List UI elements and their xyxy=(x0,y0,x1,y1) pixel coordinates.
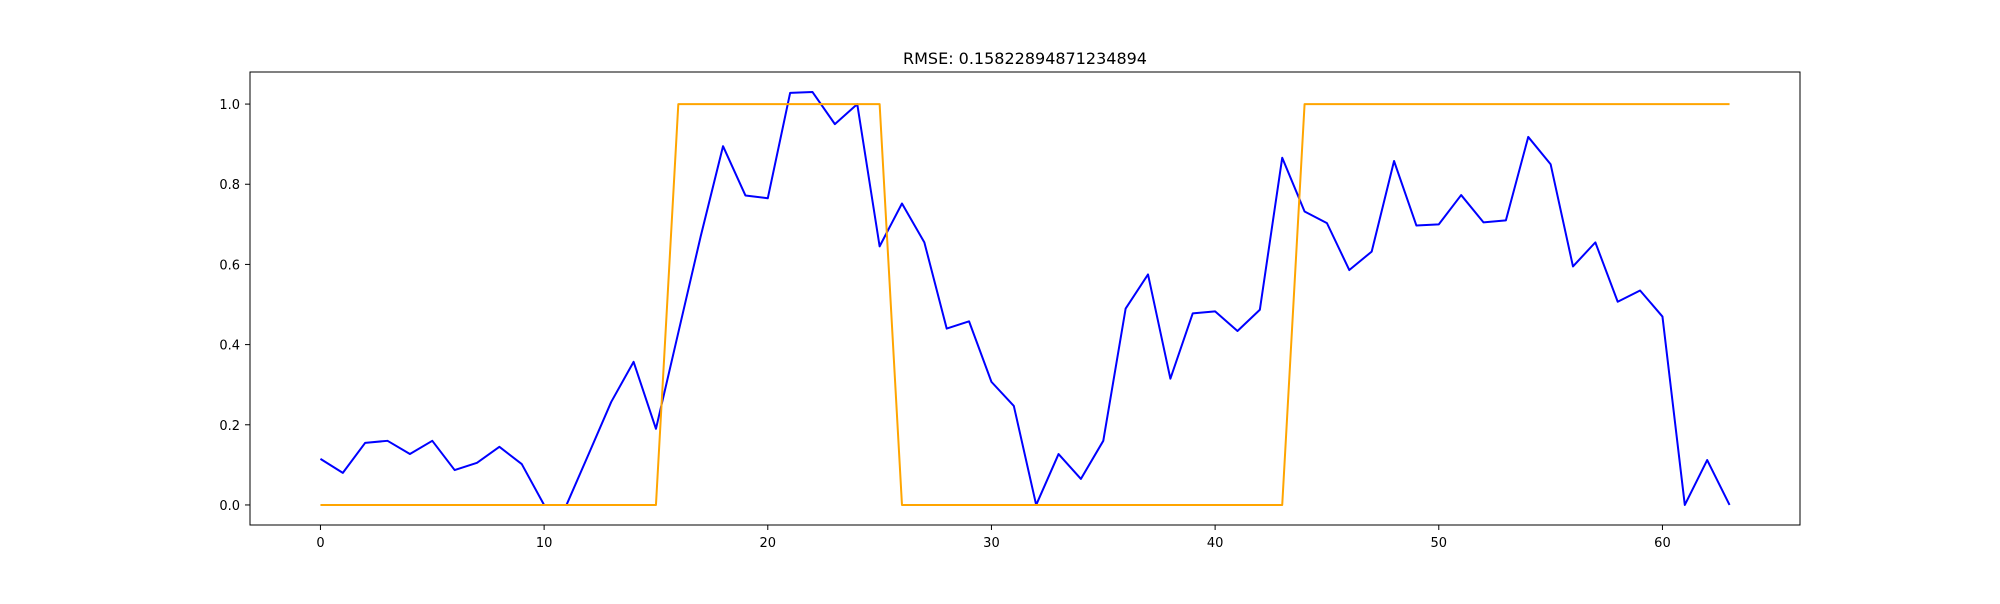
series-line-2 xyxy=(320,103,1730,506)
y-tick-label-5: 1.0 xyxy=(219,98,240,113)
x-tick-label-50: 50 xyxy=(1431,536,1448,551)
x-tick-label-0: 0 xyxy=(316,536,324,551)
x-tick-label-40: 40 xyxy=(1207,536,1224,551)
y-tick-label-0: 0.0 xyxy=(219,499,240,514)
x-tick-label-60: 60 xyxy=(1654,536,1671,551)
y-tick-label-1: 0.2 xyxy=(219,419,240,434)
y-tick-label-3: 0.6 xyxy=(219,258,240,273)
axes-frame xyxy=(249,71,1801,526)
series-line-1 xyxy=(319,91,1731,506)
x-tick-label-10: 10 xyxy=(536,536,553,551)
y-tick-label-4: 0.8 xyxy=(219,178,240,193)
plot-area: 0 10 20 30 40 50 60 0.0 0.2 0.4 0.6 0.8 1.0 xyxy=(219,71,1801,551)
chart-title: RMSE: 0.15822894871234894 xyxy=(903,49,1147,68)
y-tick-label-2: 0.4 xyxy=(219,339,240,354)
x-tick-label-20: 20 xyxy=(760,536,777,551)
x-tick-label-30: 30 xyxy=(983,536,1000,551)
